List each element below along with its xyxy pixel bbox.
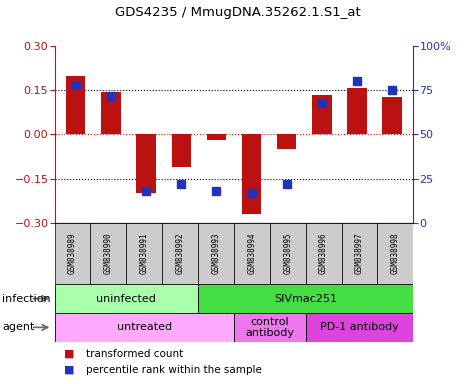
Text: PD-1 antibody: PD-1 antibody bbox=[320, 322, 399, 333]
Text: GSM838994: GSM838994 bbox=[247, 233, 257, 274]
Bar bbox=[101, 92, 121, 134]
Bar bbox=[55, 313, 234, 342]
Bar bbox=[55, 284, 198, 313]
Text: transformed count: transformed count bbox=[86, 349, 183, 359]
Bar bbox=[382, 97, 402, 134]
Text: GSM838993: GSM838993 bbox=[211, 233, 220, 274]
Bar bbox=[66, 76, 86, 134]
Bar bbox=[207, 134, 226, 140]
Text: GSM838996: GSM838996 bbox=[319, 233, 328, 274]
Bar bbox=[306, 313, 413, 342]
Text: ■: ■ bbox=[64, 365, 75, 375]
Text: GSM838997: GSM838997 bbox=[355, 233, 364, 274]
Text: GDS4235 / MmugDNA.35262.1.S1_at: GDS4235 / MmugDNA.35262.1.S1_at bbox=[114, 6, 361, 19]
Bar bbox=[234, 223, 270, 284]
Bar bbox=[347, 88, 367, 134]
Bar bbox=[136, 134, 156, 193]
Bar bbox=[234, 313, 306, 342]
Text: GSM838991: GSM838991 bbox=[140, 233, 149, 274]
Text: agent: agent bbox=[2, 322, 35, 333]
Bar bbox=[198, 223, 234, 284]
Text: uninfected: uninfected bbox=[96, 293, 156, 304]
Bar bbox=[55, 223, 91, 284]
Text: GSM838992: GSM838992 bbox=[176, 233, 185, 274]
Text: ■: ■ bbox=[64, 349, 75, 359]
Bar bbox=[171, 134, 191, 167]
Bar bbox=[277, 134, 296, 149]
Text: GSM838990: GSM838990 bbox=[104, 233, 113, 274]
Bar bbox=[312, 94, 332, 134]
Text: infection: infection bbox=[2, 293, 51, 304]
Text: control
antibody: control antibody bbox=[245, 316, 294, 338]
Text: untreated: untreated bbox=[117, 322, 172, 333]
Bar bbox=[162, 223, 198, 284]
Bar bbox=[306, 223, 342, 284]
Bar bbox=[378, 223, 413, 284]
Text: percentile rank within the sample: percentile rank within the sample bbox=[86, 365, 261, 375]
Bar bbox=[91, 223, 126, 284]
Text: GSM838995: GSM838995 bbox=[283, 233, 292, 274]
Text: GSM838989: GSM838989 bbox=[68, 233, 77, 274]
Bar bbox=[342, 223, 378, 284]
Text: SIVmac251: SIVmac251 bbox=[274, 293, 337, 304]
Bar bbox=[126, 223, 162, 284]
Bar bbox=[198, 284, 413, 313]
Text: GSM838998: GSM838998 bbox=[391, 233, 400, 274]
Bar bbox=[270, 223, 306, 284]
Bar bbox=[242, 134, 261, 214]
